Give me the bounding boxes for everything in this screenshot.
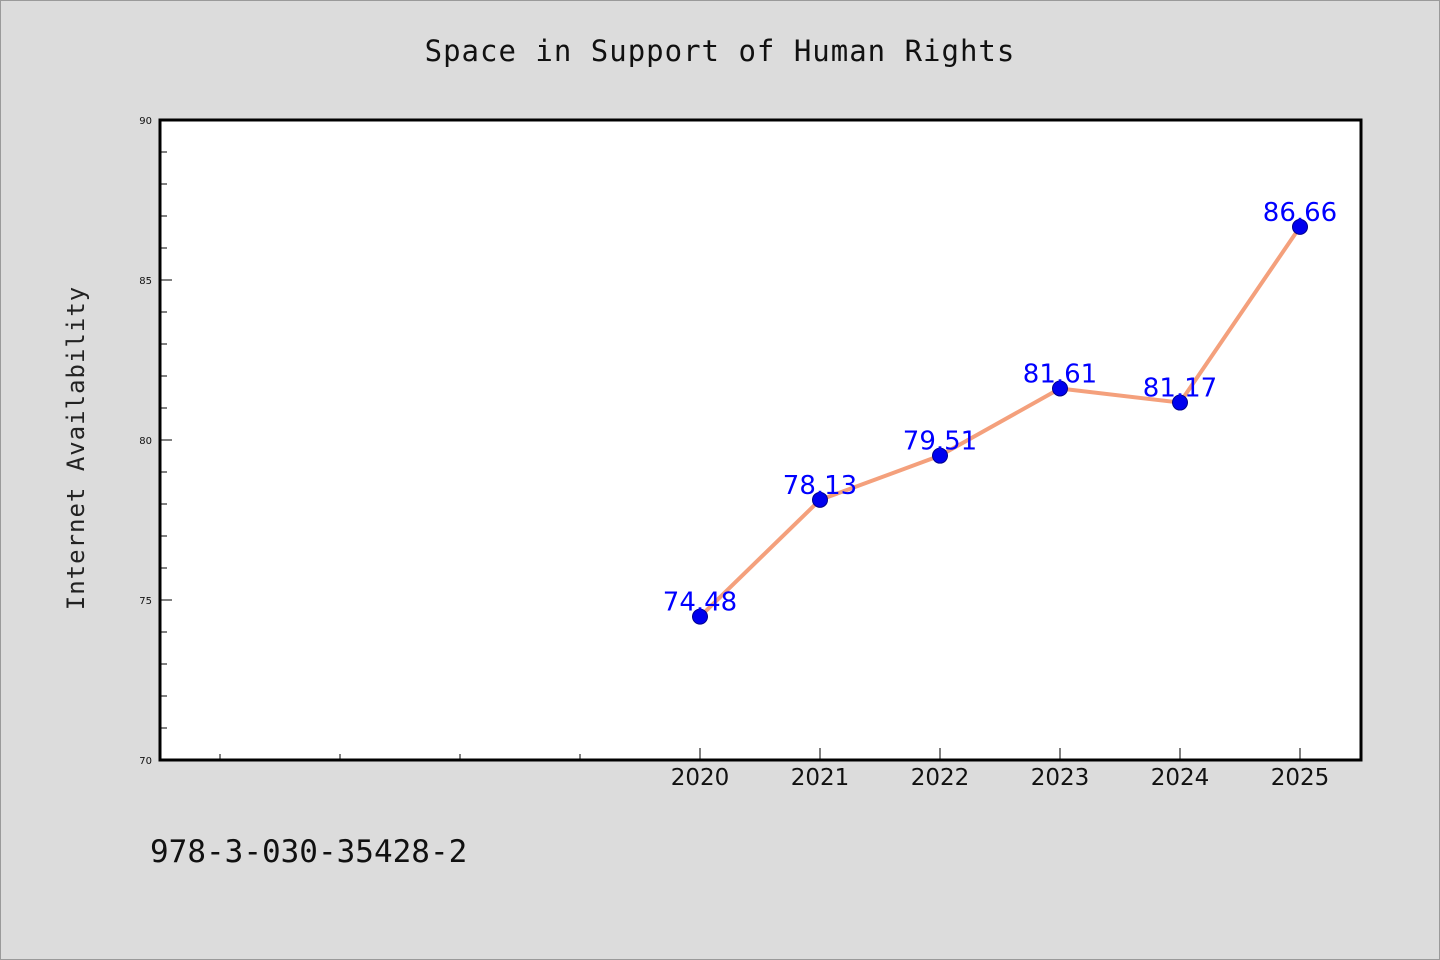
plot-area (158, 118, 1363, 762)
y-tick-label: 70 (139, 756, 152, 767)
series-markers (692, 218, 1308, 625)
footer-isbn: 978-3-030-35428-2 (150, 834, 468, 870)
x-tick-label: 2024 (1151, 765, 1210, 791)
y-tick-label: 85 (139, 276, 152, 287)
x-tick-label: 2022 (911, 765, 970, 791)
data-label: 81.17 (1143, 374, 1217, 404)
data-labels: 74.48 78.13 79.51 81.61 81.17 86.66 (663, 198, 1337, 618)
data-point (932, 447, 948, 464)
data-label: 86.66 (1263, 198, 1337, 228)
data-label: 78.13 (783, 471, 857, 501)
data-point (692, 608, 708, 625)
x-tick-label: 2023 (1031, 765, 1090, 791)
y-tick-label: 90 (139, 116, 152, 127)
y-axis: 70 75 80 85 90 (139, 116, 172, 767)
series-line (698, 225, 1302, 619)
data-point (1292, 218, 1308, 235)
data-point (812, 491, 828, 508)
x-tick-label: 2020 (671, 765, 730, 791)
chart-title: Space in Support of Human Rights (424, 34, 1016, 68)
y-tick-label: 75 (139, 596, 152, 607)
y-tick-label: 80 (139, 436, 152, 447)
data-label: 79.51 (903, 427, 977, 457)
data-label: 74.48 (663, 588, 737, 618)
data-point (1172, 394, 1188, 411)
x-tick-label: 2025 (1271, 765, 1330, 791)
x-tick-label: 2021 (791, 765, 850, 791)
data-point (1052, 380, 1068, 397)
x-axis: 2020 2021 2022 2023 2024 2025 (219, 748, 1330, 791)
data-label: 81.61 (1023, 359, 1097, 389)
